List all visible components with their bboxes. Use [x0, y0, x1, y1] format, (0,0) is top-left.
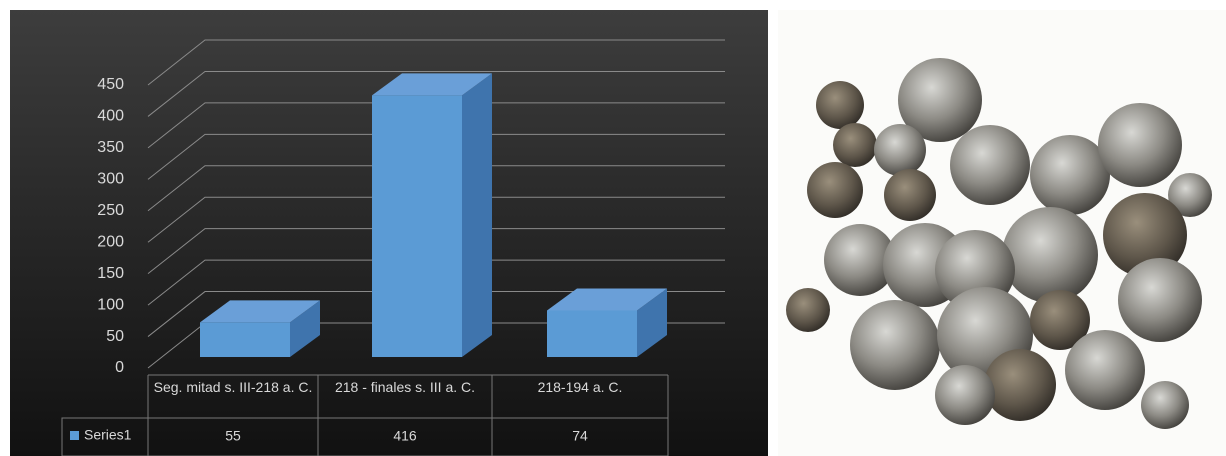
bar	[200, 322, 290, 357]
bar-top	[372, 73, 492, 96]
y-tick-label: 50	[106, 328, 124, 345]
coin-photo	[778, 10, 1226, 456]
bar-top	[547, 288, 667, 311]
legend-label: Series1	[84, 427, 132, 443]
bar	[372, 95, 462, 357]
bar-side	[462, 73, 492, 357]
grid-line	[147, 259, 725, 306]
bar-top	[200, 300, 320, 323]
bar-side	[290, 300, 320, 357]
grid-line	[147, 102, 725, 149]
y-tick-label: 200	[97, 233, 124, 250]
y-tick-label: 400	[97, 108, 124, 125]
bar-side	[637, 288, 667, 357]
grid-line	[147, 165, 725, 212]
y-tick-label: 0	[115, 359, 124, 376]
y-tick-label: 450	[97, 76, 124, 93]
y-tick-label: 150	[97, 265, 124, 282]
x-tick-label: Seg. mitad s. III-218 a. C.	[153, 379, 313, 395]
table-value: 74	[572, 428, 588, 444]
grid-line	[147, 70, 725, 117]
table-value: 416	[393, 428, 417, 444]
legend-swatch	[70, 431, 79, 440]
y-tick-label: 100	[97, 296, 124, 313]
y-tick-label: 300	[97, 171, 124, 188]
grid-line	[147, 133, 725, 180]
y-tick-label: 250	[97, 202, 124, 219]
grid-line	[147, 39, 725, 86]
table-value: 55	[225, 428, 241, 444]
grid-line	[147, 196, 725, 243]
x-tick-label: 218-194 a. C.	[537, 379, 623, 395]
grid-line	[147, 228, 725, 275]
bar	[547, 310, 637, 357]
grid-line	[147, 291, 725, 337]
y-tick-label: 350	[97, 139, 124, 156]
x-tick-label: 218 - finales s. III a. C.	[334, 379, 476, 395]
